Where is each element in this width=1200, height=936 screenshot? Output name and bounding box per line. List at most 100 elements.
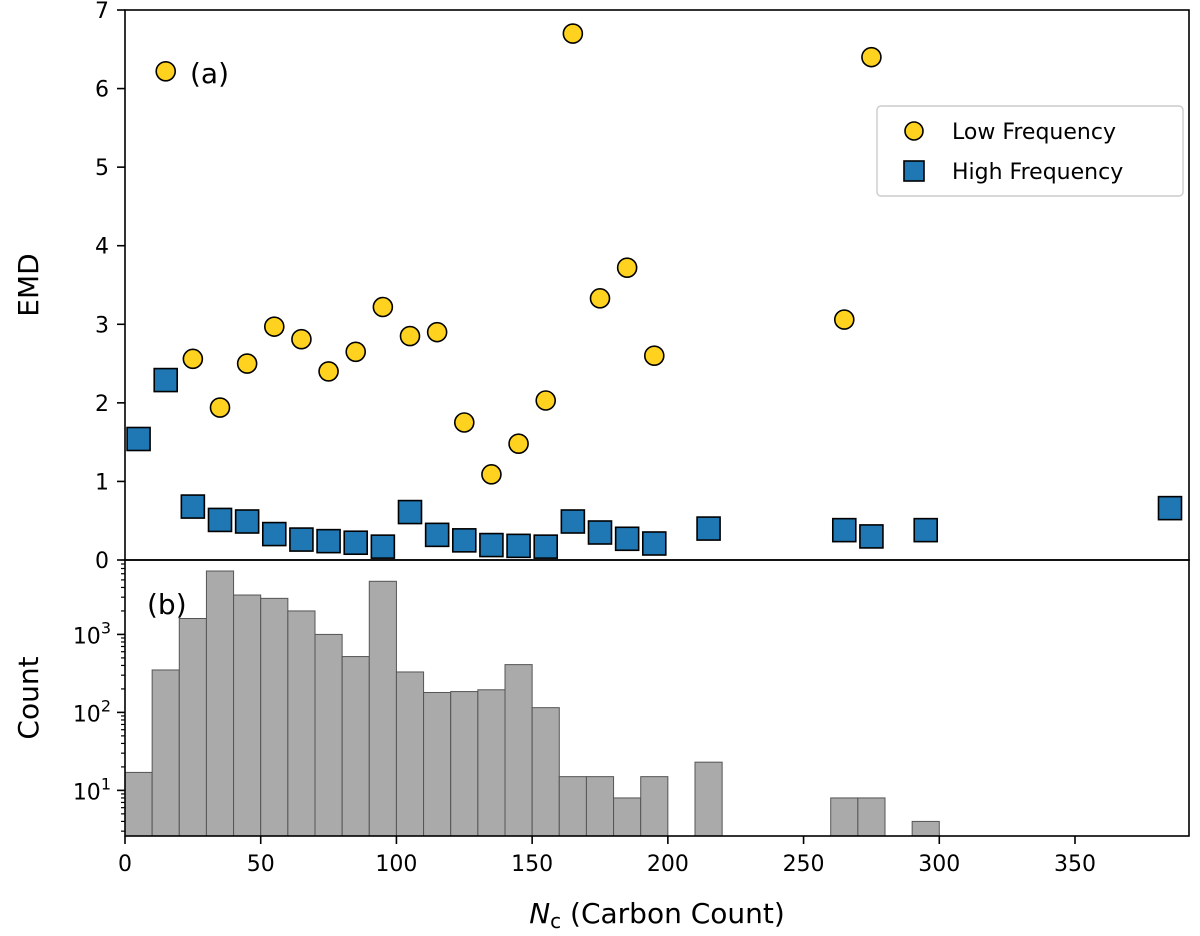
high-frequency-point [587,520,613,545]
low-frequency-point [562,23,584,44]
high-frequency-point [207,507,233,533]
panel-b-frame [124,559,1190,837]
histogram-bar [423,691,452,837]
high-frequency-point [234,509,260,534]
x-tick-label: 150 [511,852,553,877]
low-frequency-point [291,328,312,350]
histogram-bar [613,797,642,837]
low-frequency-point [318,361,339,382]
histogram-bar [151,669,180,837]
high-frequency-point [831,517,857,543]
low-frequency-point [643,345,665,367]
low-frequency-point [833,309,855,330]
high-frequency-point [533,534,559,559]
histogram-bar [205,570,235,837]
high-frequency-point [126,426,151,452]
histogram-bar [558,776,587,837]
x-tick-label: 300 [918,852,960,877]
histogram-bar [260,597,289,837]
legend-box [876,105,1184,197]
histogram-bar [504,664,533,837]
high-frequency-point [696,516,721,541]
low-frequency-point [426,321,448,343]
high-frequency-point [261,521,287,547]
tick-label-exponent: 3 [101,618,111,637]
high-frequency-point [641,531,667,556]
high-frequency-point [153,367,179,393]
tick-label-base: 10 [73,702,101,727]
x-axis-label: Nc (Carbon Count) [529,897,785,933]
legend-low-frequency-label: Low Frequency [952,120,1116,145]
panel-a-y-tick-label: 1 [95,470,109,495]
high-frequency-point [506,533,531,559]
high-frequency-point [560,509,586,534]
high-frequency-point [343,530,369,556]
high-frequency-point [424,522,450,548]
x-tick-label: 350 [1054,852,1096,877]
panel-a-y-tick-label: 2 [95,392,109,417]
tick-label-base: 10 [73,780,101,805]
legend-high-frequency-label: High Frequency [952,160,1123,185]
histogram-bar [341,656,370,837]
panel-a-y-tick-label: 6 [95,78,109,103]
tick-label-exponent: 1 [101,774,111,793]
low-frequency-point [399,325,421,347]
low-frequency-point [535,390,557,411]
panel-b-y-tick-label: 101 [73,774,111,805]
panel-a-y-tick-label: 7 [95,0,109,24]
x-tick-label: 200 [647,852,689,877]
x-axis-label-subscript: c [550,909,561,933]
low-frequency-point [263,316,285,337]
high-frequency-point [289,527,314,552]
histogram-bar [233,594,262,837]
histogram-bar [124,771,153,837]
x-tick-label: 250 [783,852,825,877]
x-axis-label-variable: N [529,897,550,930]
low-frequency-point [453,412,475,433]
low-frequency-point [481,464,502,485]
histogram-bar [477,689,506,837]
panel-a-scatter: 0 1 2 3 4 5 6 7 (a) EMD Low Frequency High Freq… [12,0,1190,574]
high-frequency-point [1157,495,1183,521]
high-frequency-point [180,494,206,519]
low-frequency-point [236,353,258,374]
panel-a-y-tick-label: 0 [95,549,109,574]
legend: Low Frequency High Frequency [876,105,1184,197]
histogram-bar [178,617,207,837]
histogram-bar [857,797,886,837]
legend-low-frequency-marker [904,121,924,141]
high-frequency-point [479,532,504,558]
panel-b-y-tick-label: 103 [73,618,111,649]
low-frequency-point [861,46,882,68]
tick-label-exponent: 2 [101,696,111,715]
low-frequency-point [182,348,204,370]
panel-a-y-tick-label: 4 [95,235,109,260]
low-frequency-point [589,288,611,309]
histogram-bar [694,761,723,837]
histogram-bar [911,820,940,837]
panel-a-frame [124,9,1190,561]
panel-a-y-tick-label: 5 [95,156,109,181]
histogram-bar [395,671,425,837]
tick-label-base: 10 [73,624,101,649]
high-frequency-point [614,526,640,552]
histogram-bar [531,707,560,837]
histogram-bar [640,776,669,837]
low-frequency-point [616,257,638,279]
high-frequency-point [316,528,341,554]
histogram-bar [368,580,397,837]
histogram-bar [585,776,615,837]
panel-b-label: (b) [147,588,187,621]
x-tick-label: 100 [375,852,417,877]
panel-a-y-axis-label: EMD [12,253,45,316]
panel-b-y-tick-label: 102 [73,696,111,727]
histogram-bar [830,797,859,837]
low-frequency-point [508,433,529,455]
high-frequency-point [451,528,477,553]
low-frequency-point [372,296,394,318]
low-frequency-point [155,60,177,82]
panel-a-y-tick-label: 3 [95,313,109,338]
x-tick-label: 50 [247,852,275,877]
